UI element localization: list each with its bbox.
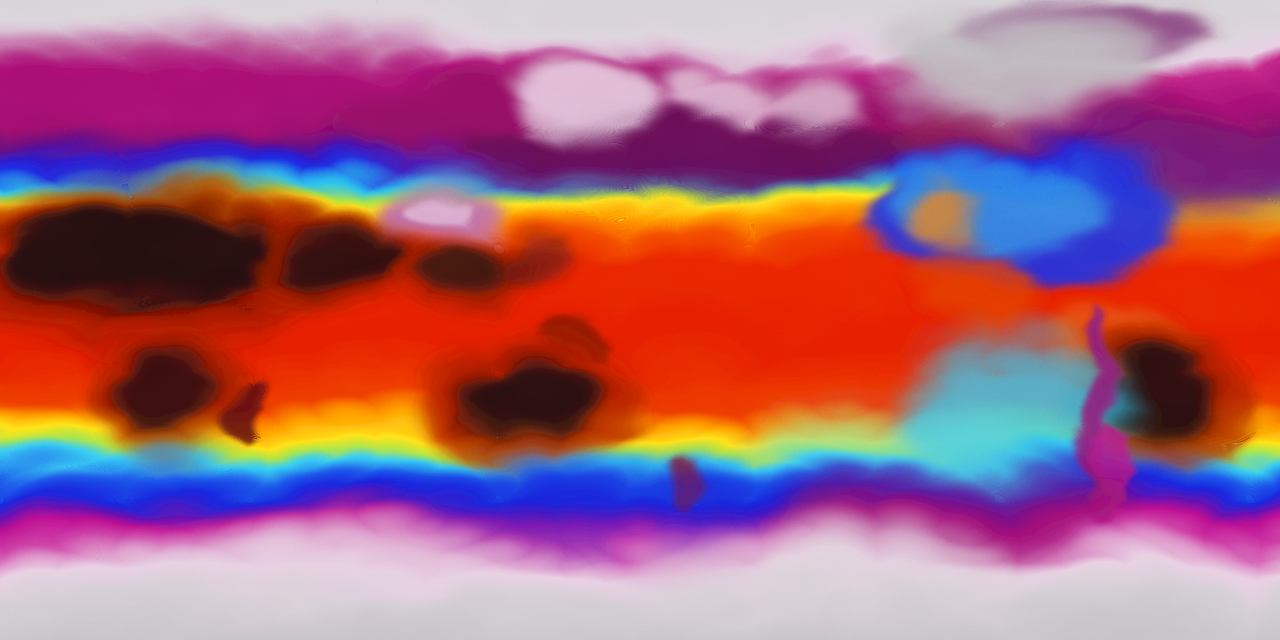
kamchatka-white-patch-2-region [645,56,755,108]
south-africa-dark-core-region [108,336,208,428]
north-america-cyan-texture-region [880,147,1090,237]
australia-dark-core-region [443,346,587,430]
greenland-gray-mass-region [875,0,1145,107]
arabia-dark-core-region [270,211,390,275]
kamchatka-white-patch-1-region [505,60,645,124]
india-dark-core-region [399,228,495,296]
southern-ocean-deep-blue-region [370,454,830,530]
us-southwest-orange-region [909,176,961,240]
madagascar-dark-region [223,360,251,424]
indochina-dark-region [486,228,554,276]
tibet-plateau-white-region [390,181,470,205]
kamchatka-white-patch-3-region [745,62,855,114]
mexico-red-region [910,240,1026,324]
pacific-cold-tongue-region [730,402,1030,462]
south-atlantic-pale-swirl-region [110,518,490,586]
south-pacific-pale-swirl-region [610,522,1030,594]
